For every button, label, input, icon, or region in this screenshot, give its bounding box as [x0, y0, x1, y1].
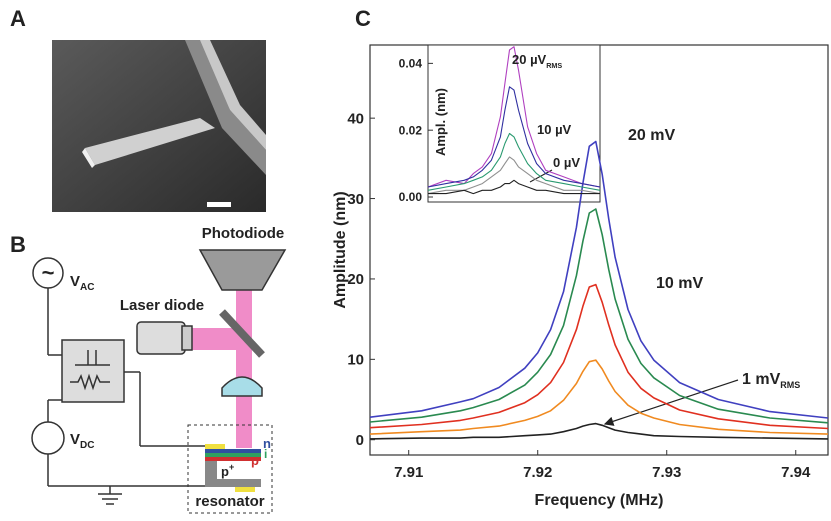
y-axis-label: Amplitude (nm) — [332, 191, 349, 308]
label-main: V — [70, 431, 80, 448]
label-sup: + — [229, 462, 234, 472]
data-line — [369, 422, 829, 440]
x-tick-label: 7.94 — [781, 464, 811, 481]
diagram-label: VDC — [70, 431, 94, 451]
annotation-text: 10 µV — [537, 122, 572, 137]
diagram-label: Photodiode — [202, 225, 285, 242]
source-symbol: ~ — [42, 260, 55, 285]
annotation: 20 µVRMS — [512, 52, 562, 70]
y-tick-label: 0.02 — [399, 123, 423, 137]
annotation: 0 µV — [553, 155, 580, 170]
annotation: 1 mVRMS — [742, 371, 800, 390]
annotation-line — [529, 169, 553, 183]
y-tick-label: 30 — [347, 191, 364, 208]
setup-diagram — [31, 249, 287, 514]
label-sub: DC — [80, 440, 94, 451]
y-tick-label: 40 — [347, 110, 364, 127]
x-tick-label: 7.93 — [652, 464, 681, 481]
x-tick-label: 7.92 — [523, 464, 552, 481]
annotation-sub: RMS — [546, 61, 562, 70]
y-tick-label: 10 — [347, 352, 364, 369]
data-line — [427, 156, 601, 195]
data-line — [369, 359, 829, 435]
panel-letter: C — [355, 6, 371, 31]
annotation: 20 mV — [628, 127, 675, 144]
annotation: 10 mV — [656, 275, 703, 292]
annotation-arrow — [603, 379, 739, 426]
sem-image — [52, 40, 266, 212]
layer-label: i — [264, 447, 267, 461]
annotation-text: 10 mV — [656, 275, 703, 292]
inset-frame — [427, 44, 601, 203]
annotation-text: 0 µV — [553, 155, 580, 170]
y-tick-label: 0.04 — [399, 57, 423, 71]
diagram-label: resonator — [195, 493, 264, 510]
annotation-text: 1 mV — [742, 371, 781, 388]
data-line — [427, 132, 601, 191]
diagram-label: VAC — [70, 273, 94, 293]
data-line — [369, 140, 829, 419]
layer-label: p+ — [221, 462, 234, 479]
data-line — [427, 46, 601, 188]
y-tick-label: 20 — [347, 271, 364, 288]
data-line — [369, 208, 829, 424]
label-main: V — [70, 273, 80, 290]
y-tick-label: 0 — [356, 432, 364, 449]
y-axis-label: Ampl. (nm) — [433, 88, 448, 156]
label-main: p — [221, 464, 229, 479]
data-line — [369, 283, 829, 430]
diagram-label: Laser diode — [120, 297, 204, 314]
x-axis-label: Frequency (MHz) — [535, 492, 664, 509]
layer-label: n — [263, 436, 271, 451]
data-line — [428, 179, 600, 195]
panel-letter: B — [10, 232, 26, 257]
annotation: 10 µV — [537, 122, 572, 137]
panel-letter: A — [10, 6, 26, 31]
annotation-sub: RMS — [780, 380, 800, 390]
label-sub: AC — [80, 282, 94, 293]
x-tick-label: 7.91 — [394, 464, 423, 481]
annotation-text: 20 µV — [512, 52, 547, 67]
y-tick-label: 0.00 — [399, 190, 423, 204]
layer-label: p — [251, 453, 259, 468]
data-line — [427, 86, 601, 188]
annotation-text: 20 mV — [628, 127, 675, 144]
